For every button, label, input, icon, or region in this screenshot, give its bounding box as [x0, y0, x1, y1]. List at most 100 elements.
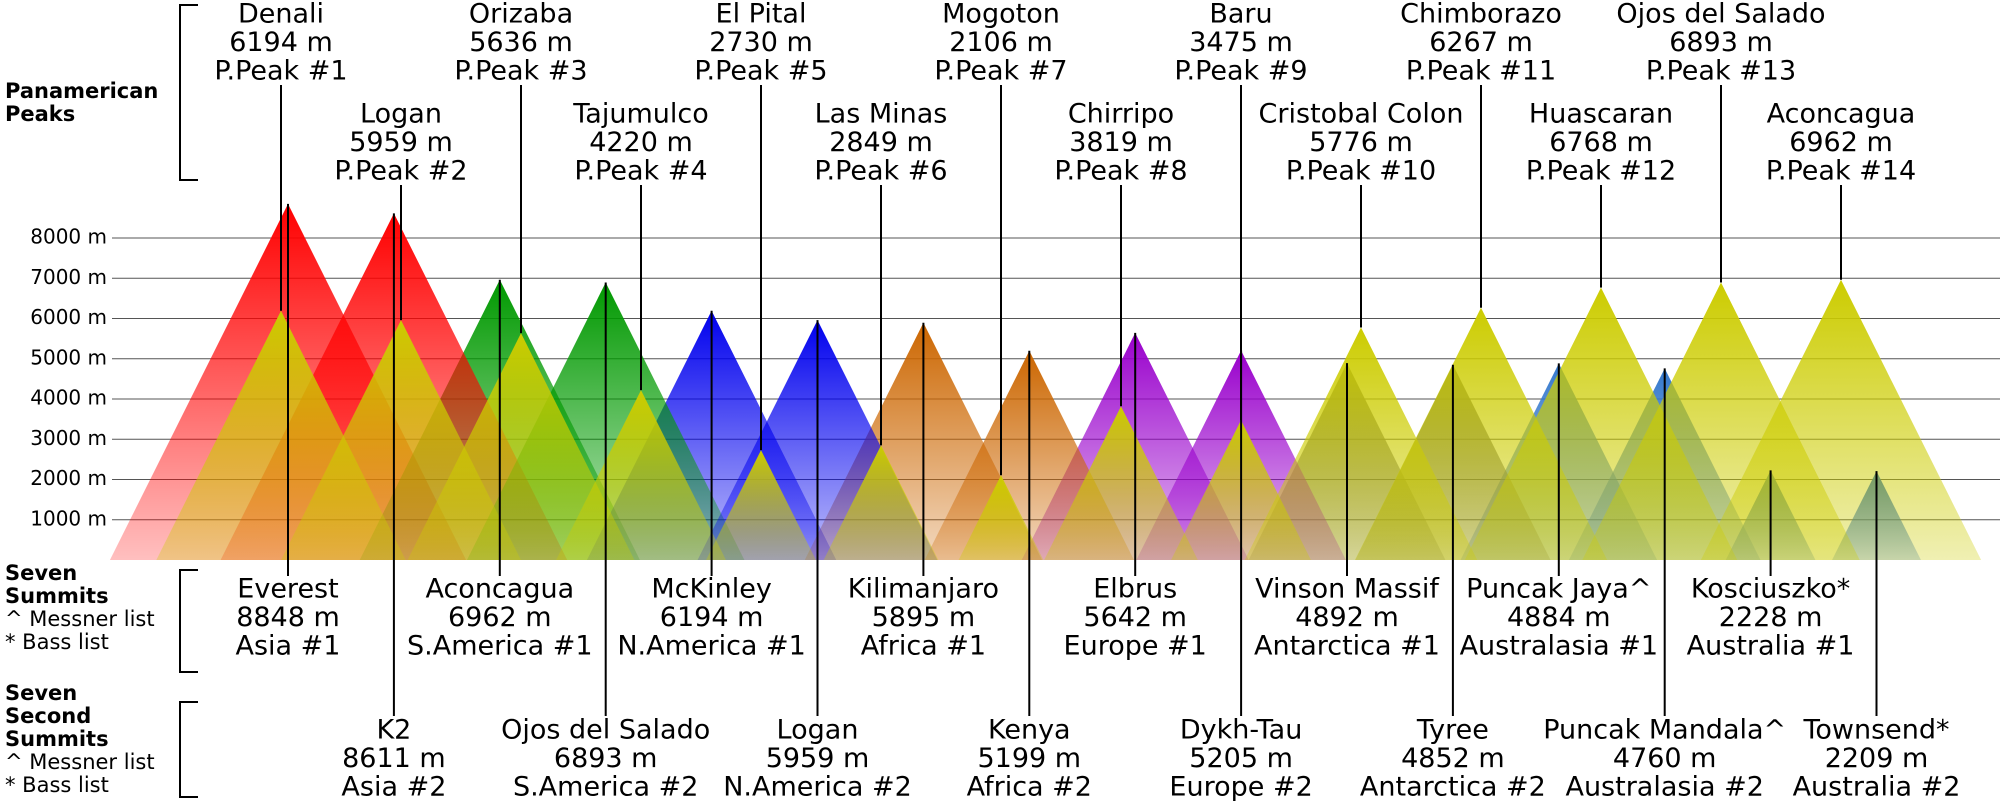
heading-text: Seven Summits — [5, 561, 109, 608]
peak-label: 4852 m — [1401, 743, 1505, 774]
note: ^ Messner list — [5, 607, 155, 631]
peak-label: Africa #2 — [967, 772, 1092, 801]
peak-label: P.Peak #10 — [1286, 156, 1436, 187]
peak-label: Chimborazo — [1400, 0, 1562, 30]
peak-label: Mogoton — [942, 0, 1060, 30]
peak-label: Aconcagua — [425, 574, 574, 605]
group-heading: Seven Second Summits ^ Messner list * Bass… — [5, 682, 155, 797]
peak-label: Asia #1 — [236, 631, 341, 662]
peak-label: 8848 m — [236, 602, 340, 633]
peak — [556, 390, 726, 560]
peak-label: P.Peak #8 — [1054, 156, 1187, 187]
heading-text: Panamerican Peaks — [5, 79, 159, 126]
peak-label: 2228 m — [1719, 602, 1823, 633]
peak-label: 3475 m — [1189, 27, 1293, 58]
peak — [958, 475, 1044, 560]
peak-label: P.Peak #9 — [1174, 56, 1307, 87]
note: * Bass list — [5, 630, 109, 654]
peak-label: 3819 m — [1069, 127, 1173, 158]
group-heading: Panamerican Peaks — [5, 80, 158, 126]
peak-label: 5642 m — [1083, 602, 1187, 633]
peak-label: Ojos del Salado — [1616, 0, 1825, 30]
peak-label: S.America #2 — [513, 772, 698, 801]
peak-label: El Pital — [716, 0, 807, 30]
peak-label: Europe #2 — [1169, 772, 1312, 801]
peak-label: N.America #2 — [723, 772, 912, 801]
peak-label: 5776 m — [1309, 127, 1413, 158]
peak-label: Everest — [237, 574, 338, 605]
peak-label: K2 — [376, 715, 411, 746]
peak-label: Kosciuszko* — [1691, 574, 1850, 605]
peak-label: 6962 m — [1789, 127, 1893, 158]
peak-label: P.Peak #3 — [454, 56, 587, 87]
peak-label: Aconcagua — [1767, 99, 1916, 130]
peak-label: Australasia #2 — [1565, 772, 1763, 801]
peak-label: 6194 m — [229, 27, 333, 58]
peak-label: 6893 m — [1669, 27, 1773, 58]
peak-label: Ojos del Salado — [501, 715, 710, 746]
note: ^ Messner list — [5, 750, 155, 774]
peak-label: Africa #1 — [861, 631, 986, 662]
peak-label: Puncak Jaya^ — [1466, 574, 1651, 605]
peak-label: Baru — [1209, 0, 1272, 30]
peak-label: 6267 m — [1429, 27, 1533, 58]
peak-label: Dykh-Tau — [1180, 715, 1302, 746]
peak-label: 5895 m — [872, 602, 976, 633]
y-tick-label: 1000 m — [30, 506, 107, 530]
peak-label: Puncak Mandala^ — [1543, 715, 1786, 746]
peak-label: 5205 m — [1189, 743, 1293, 774]
peak-label: Australasia #1 — [1460, 631, 1658, 662]
peak-label: Huascaran — [1529, 99, 1673, 130]
peak-label: 5959 m — [349, 127, 453, 158]
peak-label: Asia #2 — [341, 772, 446, 801]
peak-label: 5199 m — [977, 743, 1081, 774]
peak-label: Cristobal Colon — [1259, 99, 1464, 130]
peak-label: Kenya — [988, 715, 1071, 746]
peak-label: Logan — [360, 99, 442, 130]
peak-label: Australia #1 — [1687, 631, 1855, 662]
peak-label: P.Peak #2 — [334, 156, 467, 187]
peak-label: 5959 m — [766, 743, 870, 774]
peak-label: Elbrus — [1093, 574, 1177, 605]
peak-label: Tyree — [1416, 715, 1489, 746]
peak-label: Logan — [777, 715, 859, 746]
peak-label: Europe #1 — [1064, 631, 1207, 662]
y-tick-label: 4000 m — [30, 386, 107, 410]
peak-label: Chirripo — [1068, 99, 1174, 130]
y-tick-label: 3000 m — [30, 426, 107, 450]
peak — [1044, 406, 1198, 560]
peak-label: Orizaba — [469, 0, 573, 30]
group-heading: Seven Summits ^ Messner list * Bass list — [5, 562, 155, 654]
peak-label: 6962 m — [448, 602, 552, 633]
peak-label: Australia #2 — [1793, 772, 1961, 801]
peak-label: 4892 m — [1295, 602, 1399, 633]
peak-label: P.Peak #11 — [1406, 56, 1556, 87]
peak-label: 6194 m — [660, 602, 764, 633]
peak-label: 4884 m — [1507, 602, 1611, 633]
peak-label: P.Peak #14 — [1766, 156, 1916, 187]
peak-label: P.Peak #1 — [214, 56, 347, 87]
peak-label: Antarctica #1 — [1254, 631, 1440, 662]
peak-label: P.Peak #6 — [814, 156, 947, 187]
note: * Bass list — [5, 773, 109, 797]
peak-label: P.Peak #13 — [1646, 56, 1796, 87]
peak — [706, 450, 816, 560]
peak-label: Tajumulco — [572, 99, 708, 130]
bracket — [179, 569, 198, 673]
y-tick-label: 6000 m — [30, 305, 107, 329]
peak-label: 6893 m — [554, 743, 658, 774]
peak-label: Townsend* — [1802, 715, 1949, 746]
peak-label: Las Minas — [815, 99, 948, 130]
y-tick-label: 7000 m — [30, 265, 107, 289]
peak-label: P.Peak #5 — [694, 56, 827, 87]
peak-label: Vinson Massif — [1255, 574, 1440, 605]
peak-label: Antarctica #2 — [1360, 772, 1546, 801]
peak-label: Kilimanjaro — [848, 574, 999, 605]
y-tick-label: 2000 m — [30, 466, 107, 490]
peak — [823, 445, 939, 560]
peak-label: N.America #1 — [617, 631, 806, 662]
peak-label: 4760 m — [1613, 743, 1717, 774]
peak-label: McKinley — [651, 574, 772, 605]
